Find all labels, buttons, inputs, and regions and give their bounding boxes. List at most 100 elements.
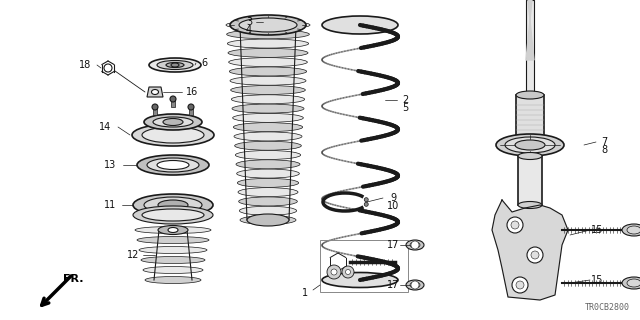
Ellipse shape [234, 132, 302, 141]
Circle shape [507, 217, 523, 233]
Ellipse shape [230, 76, 306, 85]
Ellipse shape [137, 155, 209, 175]
Bar [189, 107, 193, 115]
Circle shape [512, 277, 528, 293]
Ellipse shape [410, 242, 420, 248]
Ellipse shape [622, 224, 640, 236]
Text: 14: 14 [99, 122, 111, 132]
Circle shape [342, 266, 354, 278]
Bar [320, 240, 408, 292]
Text: TR0CB2800: TR0CB2800 [585, 303, 630, 312]
Ellipse shape [149, 58, 201, 72]
Ellipse shape [406, 280, 424, 290]
Circle shape [188, 104, 194, 110]
Ellipse shape [137, 236, 209, 244]
Circle shape [531, 251, 539, 259]
Text: 17: 17 [387, 280, 399, 290]
Ellipse shape [515, 140, 545, 150]
Bar [153, 107, 157, 115]
Ellipse shape [166, 62, 184, 68]
Circle shape [411, 281, 419, 289]
Text: 11: 11 [104, 200, 116, 210]
Ellipse shape [322, 273, 398, 287]
Circle shape [411, 241, 419, 249]
Ellipse shape [144, 197, 202, 213]
Ellipse shape [233, 113, 303, 122]
Ellipse shape [133, 206, 213, 224]
Bar [171, 99, 175, 107]
Ellipse shape [239, 18, 297, 32]
Ellipse shape [236, 150, 301, 159]
Text: FR.: FR. [63, 274, 83, 284]
Ellipse shape [322, 16, 398, 34]
Ellipse shape [237, 169, 300, 178]
Circle shape [364, 202, 368, 206]
Ellipse shape [229, 67, 307, 76]
Circle shape [527, 247, 543, 263]
Text: 15: 15 [591, 225, 603, 235]
Ellipse shape [228, 58, 307, 67]
Ellipse shape [247, 214, 289, 226]
Ellipse shape [230, 85, 305, 94]
Ellipse shape [237, 178, 299, 187]
Ellipse shape [171, 63, 179, 67]
Circle shape [511, 221, 519, 229]
Ellipse shape [145, 276, 201, 284]
Circle shape [170, 96, 176, 102]
Ellipse shape [152, 90, 159, 94]
Ellipse shape [516, 136, 544, 144]
Ellipse shape [622, 277, 640, 289]
Ellipse shape [627, 226, 640, 234]
Text: 17: 17 [387, 240, 399, 250]
Ellipse shape [518, 202, 542, 209]
Ellipse shape [496, 134, 564, 156]
Ellipse shape [238, 188, 298, 197]
Bar [516, 95, 544, 140]
Circle shape [104, 64, 112, 72]
Ellipse shape [227, 30, 309, 39]
Ellipse shape [518, 153, 542, 159]
Text: 12: 12 [127, 250, 139, 260]
Ellipse shape [516, 91, 544, 99]
Ellipse shape [236, 160, 300, 169]
Ellipse shape [231, 95, 305, 104]
Text: 4: 4 [246, 25, 252, 35]
Ellipse shape [135, 227, 211, 234]
Ellipse shape [234, 123, 303, 132]
Polygon shape [526, 0, 534, 60]
Circle shape [331, 269, 337, 275]
Polygon shape [147, 87, 163, 97]
Text: 6: 6 [201, 58, 207, 68]
Ellipse shape [158, 200, 188, 210]
Ellipse shape [230, 15, 306, 35]
Bar [518, 156, 542, 205]
Ellipse shape [142, 209, 204, 221]
Ellipse shape [227, 39, 308, 48]
Text: 8: 8 [601, 145, 607, 155]
Ellipse shape [157, 161, 189, 170]
Ellipse shape [505, 137, 555, 153]
Text: 16: 16 [186, 87, 198, 97]
Ellipse shape [132, 124, 214, 146]
Ellipse shape [239, 197, 298, 206]
Circle shape [327, 265, 341, 279]
Ellipse shape [228, 48, 308, 57]
Ellipse shape [157, 60, 193, 69]
Text: 15: 15 [591, 275, 603, 285]
Text: 3: 3 [246, 17, 252, 27]
Ellipse shape [144, 114, 202, 130]
Ellipse shape [240, 215, 296, 225]
Circle shape [364, 198, 368, 202]
Text: 18: 18 [79, 60, 91, 70]
Ellipse shape [235, 141, 301, 150]
Ellipse shape [158, 226, 188, 235]
Ellipse shape [133, 194, 213, 216]
Ellipse shape [142, 127, 204, 143]
Ellipse shape [410, 282, 420, 288]
Text: 7: 7 [601, 137, 607, 147]
Ellipse shape [153, 117, 193, 127]
Ellipse shape [406, 240, 424, 250]
Text: 5: 5 [402, 103, 408, 113]
Bar [526, 0, 534, 95]
Ellipse shape [141, 257, 205, 263]
